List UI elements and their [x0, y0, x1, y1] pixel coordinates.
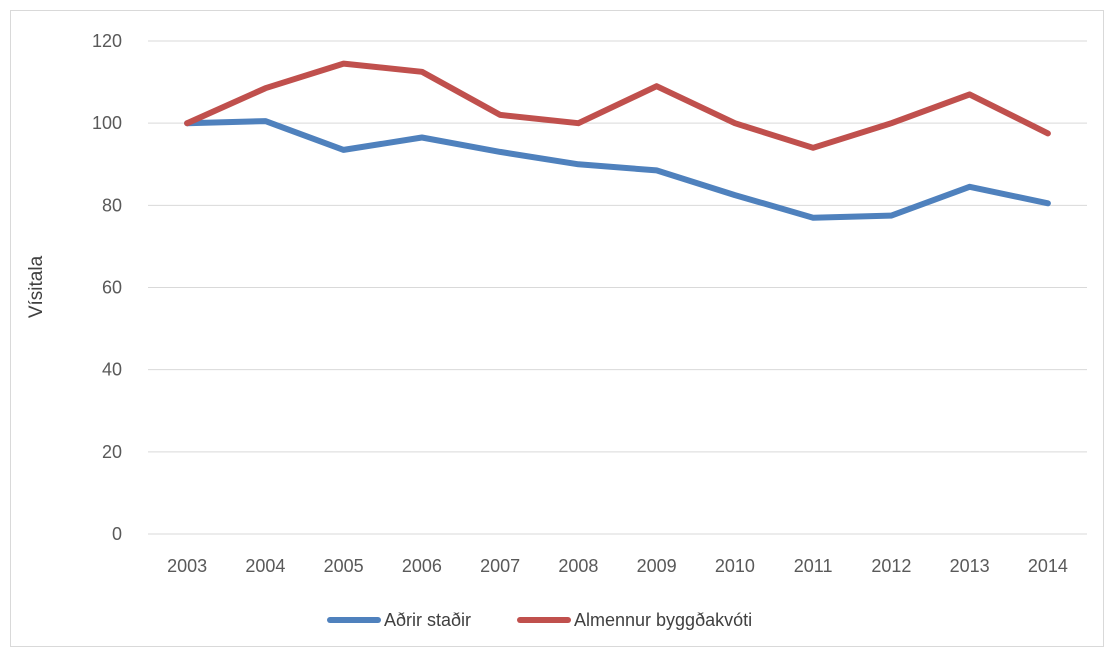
- y-tick-label: 100: [92, 113, 122, 133]
- x-tick-label: 2012: [871, 556, 911, 576]
- chart-frame: [10, 10, 1104, 647]
- y-axis-ticks: 0 20 40 60 80 100 120: [92, 31, 122, 544]
- x-tick-label: 2009: [637, 556, 677, 576]
- y-tick-label: 60: [102, 278, 122, 298]
- y-tick-label: 0: [112, 524, 122, 544]
- x-tick-label: 2014: [1028, 556, 1068, 576]
- x-tick-label: 2013: [950, 556, 990, 576]
- x-tick-label: 2007: [480, 556, 520, 576]
- x-axis-ticks: 2003 2004 2005 2006 2007 2008 2009 2010 2011 2012…: [167, 556, 1068, 576]
- x-tick-label: 2003: [167, 556, 207, 576]
- x-tick-label: 2005: [324, 556, 364, 576]
- y-tick-label: 20: [102, 442, 122, 462]
- legend-label: Aðrir staðir: [384, 610, 471, 630]
- series-line-1: [184, 60, 1051, 151]
- legend: Aðrir staðir Almennur byggðakvóti: [327, 610, 752, 630]
- x-tick-label: 2006: [402, 556, 442, 576]
- y-axis-title: Vísitala: [26, 255, 47, 318]
- y-tick-label: 120: [92, 31, 122, 51]
- x-tick-label: 2008: [558, 556, 598, 576]
- legend-label: Almennur byggðakvóti: [574, 610, 752, 630]
- gridlines: [148, 40, 1087, 535]
- x-tick-label: 2004: [245, 556, 285, 576]
- x-tick-label: 2011: [794, 556, 833, 576]
- y-tick-label: 40: [102, 360, 122, 380]
- series-line-0: [184, 118, 1051, 221]
- x-tick-label: 2010: [715, 556, 755, 576]
- series-lines: [184, 60, 1051, 221]
- y-tick-label: 80: [102, 195, 122, 215]
